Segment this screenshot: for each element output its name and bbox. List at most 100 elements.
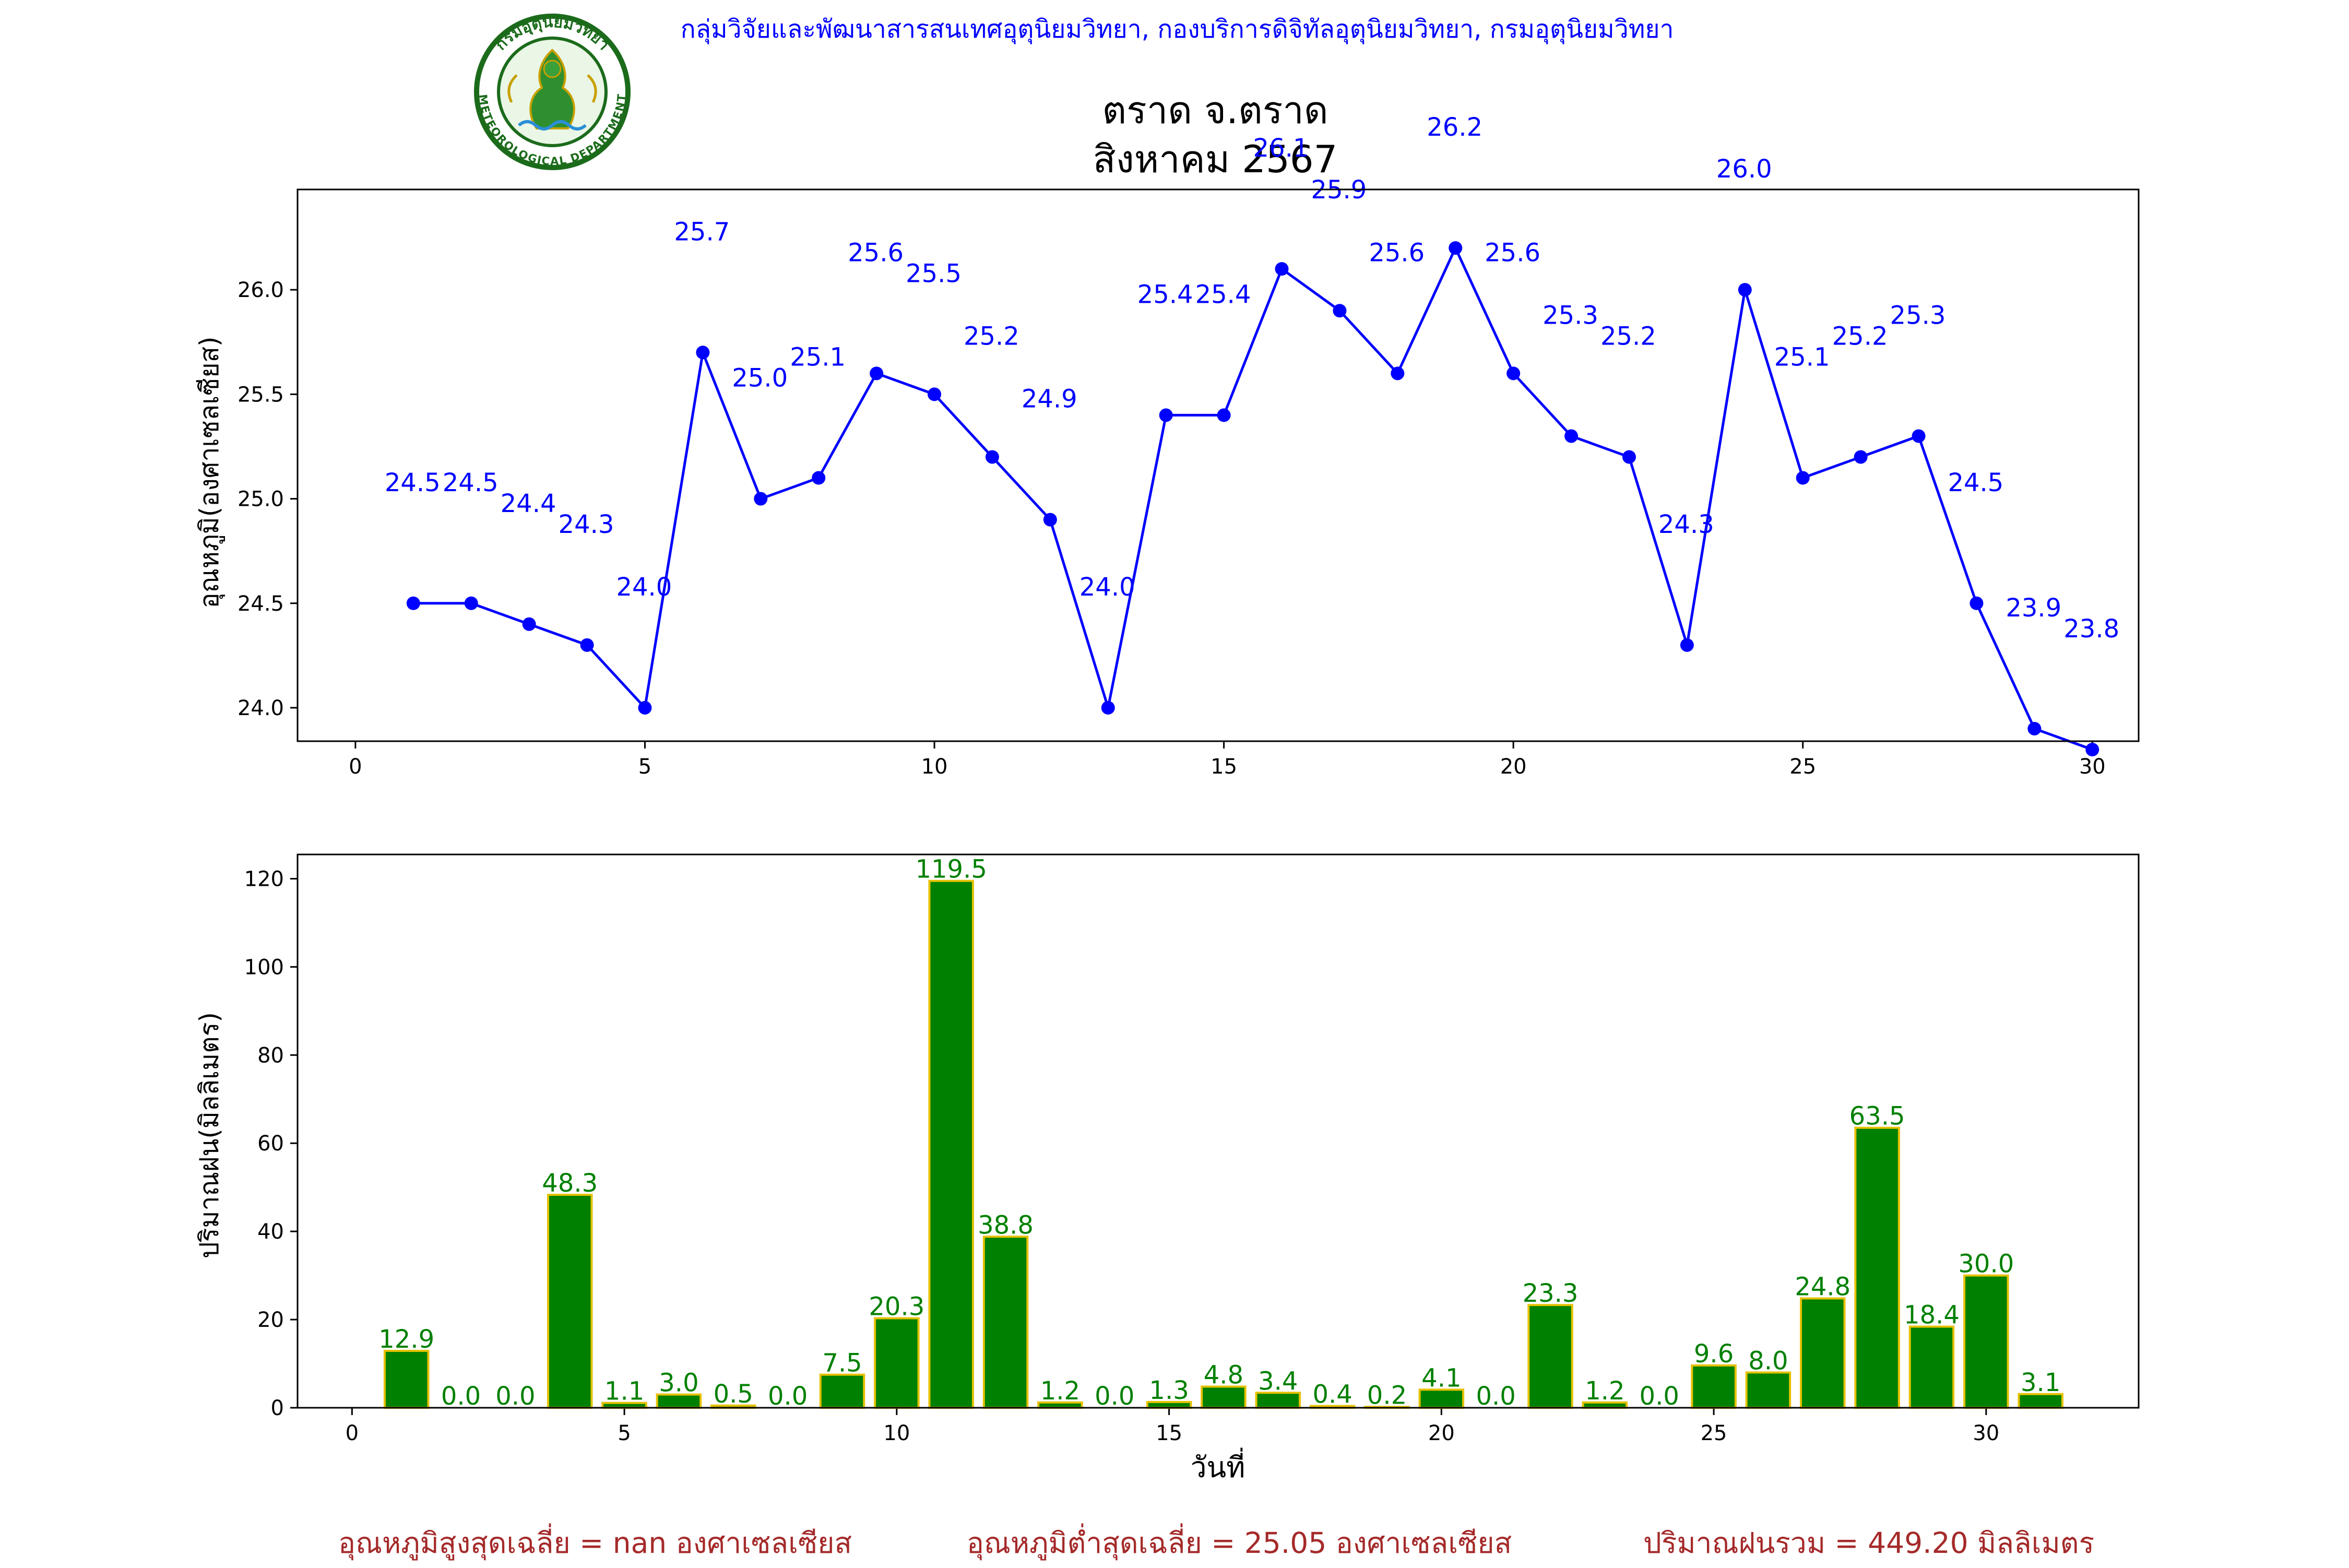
- temperature-data-label: 25.6: [848, 238, 904, 267]
- rainfall-bar: [819, 1373, 865, 1409]
- temperature-point: [696, 346, 710, 360]
- rainfall-data-label: 3.1: [2021, 1368, 2060, 1397]
- rainfall-data-label: 119.5: [915, 855, 987, 884]
- temperature-point: [1912, 429, 1926, 443]
- rainfall-data-label: 1.3: [1149, 1376, 1189, 1405]
- temperature-data-label: 24.0: [616, 573, 672, 602]
- rainfall-bar: [656, 1393, 702, 1409]
- temperature-data-label: 24.3: [1658, 510, 1714, 539]
- rainfall-x-tick-label: 10: [883, 1421, 910, 1445]
- temperature-point: [1564, 429, 1579, 443]
- seal-icon: กรมอุตุนิยมวิทยา METEOROLOGICAL DEPARTME…: [474, 13, 631, 170]
- temperature-x-tick-label: 15: [1211, 755, 1237, 779]
- footer-min-average: อุณหภูมิต่ำสุดเฉลี่ย = 25.05 องศาเซลเซีย…: [967, 1523, 1512, 1561]
- rainfall-data-label: 24.8: [1795, 1273, 1850, 1302]
- temperature-point: [754, 492, 768, 506]
- rainfall-chart: ปริมาณฝน(มิลลิเมตร) วันที่ 0 5 10 15 20 25 30 0…: [194, 853, 2140, 1484]
- temperature-point: [1970, 596, 1984, 610]
- rainfall-data-label: 12.9: [378, 1325, 434, 1354]
- rainfall-plot-frame: [296, 853, 2140, 1409]
- rainfall-bar: [874, 1317, 920, 1409]
- temperature-data-label: 25.3: [1890, 301, 1946, 330]
- rainfall-y-tick-label: 80: [257, 1043, 284, 1067]
- rainfall-bar: [1418, 1388, 1465, 1409]
- temperature-x-tick-label: 10: [921, 755, 948, 779]
- temperature-data-label: 26.1: [1253, 134, 1309, 163]
- rainfall-y-axis-label: ปริมาณฝน(มิลลิเมตร): [194, 1012, 224, 1258]
- temperature-data-label: 25.4: [1195, 280, 1251, 309]
- rainfall-data-label: 48.3: [542, 1169, 598, 1198]
- footer-max-average: อุณหภูมิสูงสุดเฉลี่ย = nan องศาเซลเซียส: [338, 1523, 852, 1561]
- rainfall-data-label: 38.8: [978, 1210, 1034, 1240]
- rainfall-x-tick-label: 30: [1973, 1421, 1999, 1445]
- temperature-point: [1101, 700, 1115, 715]
- rainfall-x-tick-label: 25: [1701, 1421, 1727, 1445]
- rainfall-data-label: 0.0: [1095, 1382, 1134, 1411]
- temperature-point: [522, 617, 536, 631]
- temperature-plot-frame: [296, 188, 2140, 742]
- temperature-point: [1043, 513, 1057, 527]
- temperature-data-label: 24.4: [501, 489, 556, 518]
- rainfall-y-tick-label: 100: [244, 955, 284, 979]
- temperature-point: [812, 471, 826, 485]
- temperature-point: [1275, 262, 1289, 276]
- temperature-data-label: 23.9: [2006, 593, 2061, 623]
- rainfall-data-label: 0.0: [495, 1382, 535, 1411]
- rainfall-y-tick-label: 20: [257, 1308, 284, 1332]
- temperature-data-label: 25.2: [964, 322, 1019, 351]
- rainfall-data-label: 23.3: [1523, 1279, 1579, 1308]
- temperature-x-tick-label: 5: [638, 755, 651, 779]
- temperature-data-label: 25.4: [1137, 280, 1193, 309]
- temperature-point: [2085, 743, 2099, 757]
- rainfall-bar: [383, 1350, 430, 1409]
- temperature-point: [870, 366, 884, 381]
- temperature-data-label: 26.0: [1716, 155, 1772, 184]
- temperature-point: [1738, 283, 1752, 297]
- temperature-data-label: 24.5: [443, 468, 499, 497]
- temperature-chart-title-line1: ตราด จ.ตราด: [1102, 88, 1328, 132]
- rainfall-x-tick-label: 20: [1428, 1421, 1455, 1445]
- temperature-point: [2027, 721, 2042, 735]
- rainfall-data-label: 1.1: [604, 1377, 644, 1406]
- rainfall-data-label: 3.4: [1258, 1367, 1298, 1396]
- rainfall-x-axis-label: วันที่: [1191, 1447, 1245, 1484]
- rainfall-y-tick-label: 60: [257, 1132, 284, 1156]
- rainfall-data-label: 3.0: [659, 1369, 698, 1398]
- temperature-point: [1449, 241, 1463, 255]
- temperature-y-tick-label: 25.5: [238, 383, 284, 407]
- rainfall-bar: [1201, 1385, 1247, 1409]
- rainfall-y-tick-label: 40: [257, 1220, 284, 1244]
- temperature-data-label: 24.3: [559, 510, 614, 539]
- temperature-data-label: 25.1: [790, 343, 846, 372]
- rainfall-bar: [1800, 1297, 1846, 1409]
- rainfall-bar: [1745, 1371, 1792, 1409]
- rainfall-data-label: 4.1: [1421, 1363, 1461, 1393]
- rainfall-y-tick-label: 120: [244, 867, 284, 891]
- rainfall-data-label: 0.5: [714, 1380, 753, 1409]
- temperature-point: [928, 387, 942, 401]
- temperature-data-label: 25.7: [674, 217, 730, 246]
- temperature-point: [1854, 450, 1868, 464]
- temperature-point: [406, 596, 420, 610]
- temperature-point: [464, 596, 478, 610]
- rainfall-bar: [1963, 1274, 2009, 1409]
- credit-text: กลุ่มวิจัยและพัฒนาสารสนเทศอุตุนิยมวิทยา,…: [681, 15, 1674, 44]
- rainfall-data-label: 0.0: [768, 1382, 808, 1411]
- temperature-data-label: 24.0: [1079, 573, 1135, 602]
- temperature-data-label: 24.5: [1948, 468, 2003, 497]
- temperature-data-label: 23.8: [2063, 614, 2119, 644]
- temperature-point: [580, 638, 594, 652]
- temperature-point: [1159, 408, 1173, 422]
- rainfall-data-label: 0.0: [1640, 1382, 1679, 1411]
- temperature-point: [1391, 366, 1405, 381]
- rainfall-data-label: 0.4: [1312, 1380, 1352, 1409]
- rainfall-data-label: 0.2: [1367, 1381, 1407, 1410]
- temperature-data-label: 25.2: [1600, 322, 1656, 351]
- temperature-y-tick-label: 24.5: [238, 592, 284, 616]
- temperature-y-tick-label: 25.0: [238, 488, 284, 512]
- temperature-data-label: 24.5: [385, 468, 441, 497]
- temperature-point: [1680, 638, 1694, 652]
- rainfall-bar: [1691, 1364, 1737, 1409]
